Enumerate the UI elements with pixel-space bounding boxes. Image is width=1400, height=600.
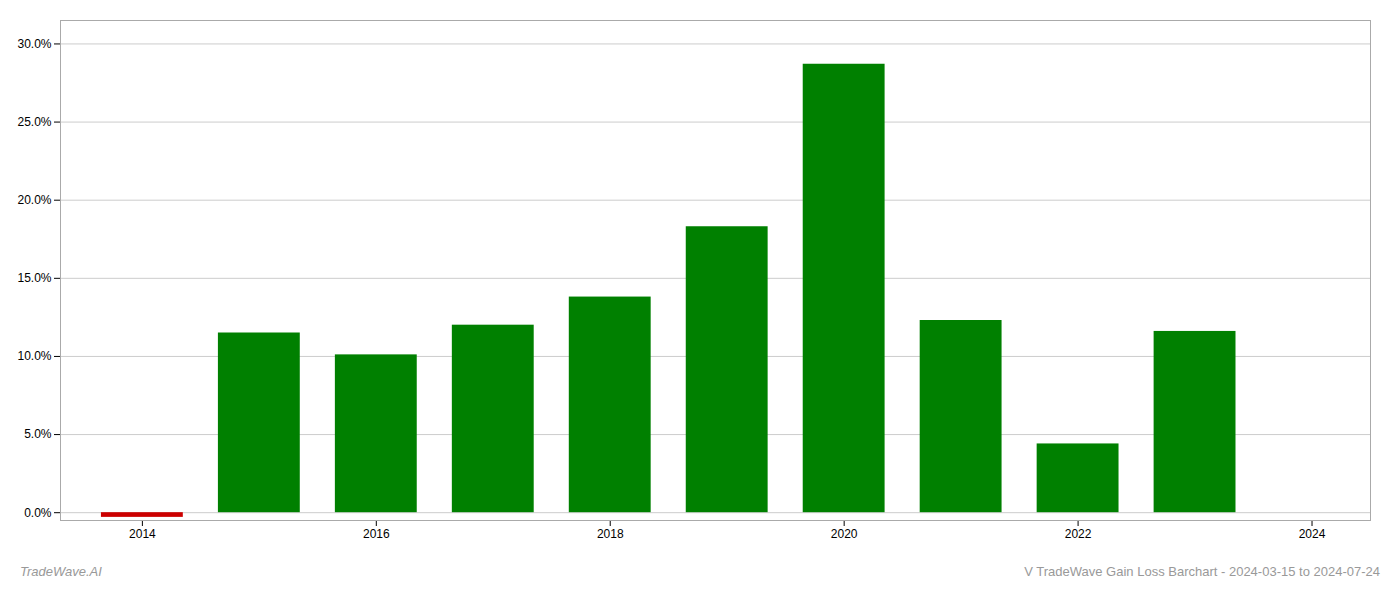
svg-text:2022: 2022 [1065, 527, 1092, 541]
svg-text:15.0%: 15.0% [17, 271, 51, 285]
svg-text:5.0%: 5.0% [24, 427, 52, 441]
html-text:TradeWave.AI: TradeWave.AI [20, 564, 102, 579]
svg-text:2018: 2018 [597, 527, 624, 541]
svg-text:2024: 2024 [1299, 527, 1326, 541]
svg-text:25.0%: 25.0% [17, 115, 51, 129]
svg-text:30.0%: 30.0% [17, 37, 51, 51]
svg-text:0.0%: 0.0% [24, 506, 52, 520]
svg-text:10.0%: 10.0% [17, 349, 51, 363]
svg-text:2020: 2020 [831, 527, 858, 541]
svg-text:2016: 2016 [363, 527, 390, 541]
html-text:V TradeWave Gain Loss Barchart: V TradeWave Gain Loss Barchart - 2024-03… [1024, 564, 1380, 579]
svg-text:2014: 2014 [129, 527, 156, 541]
svg-text:20.0%: 20.0% [17, 193, 51, 207]
